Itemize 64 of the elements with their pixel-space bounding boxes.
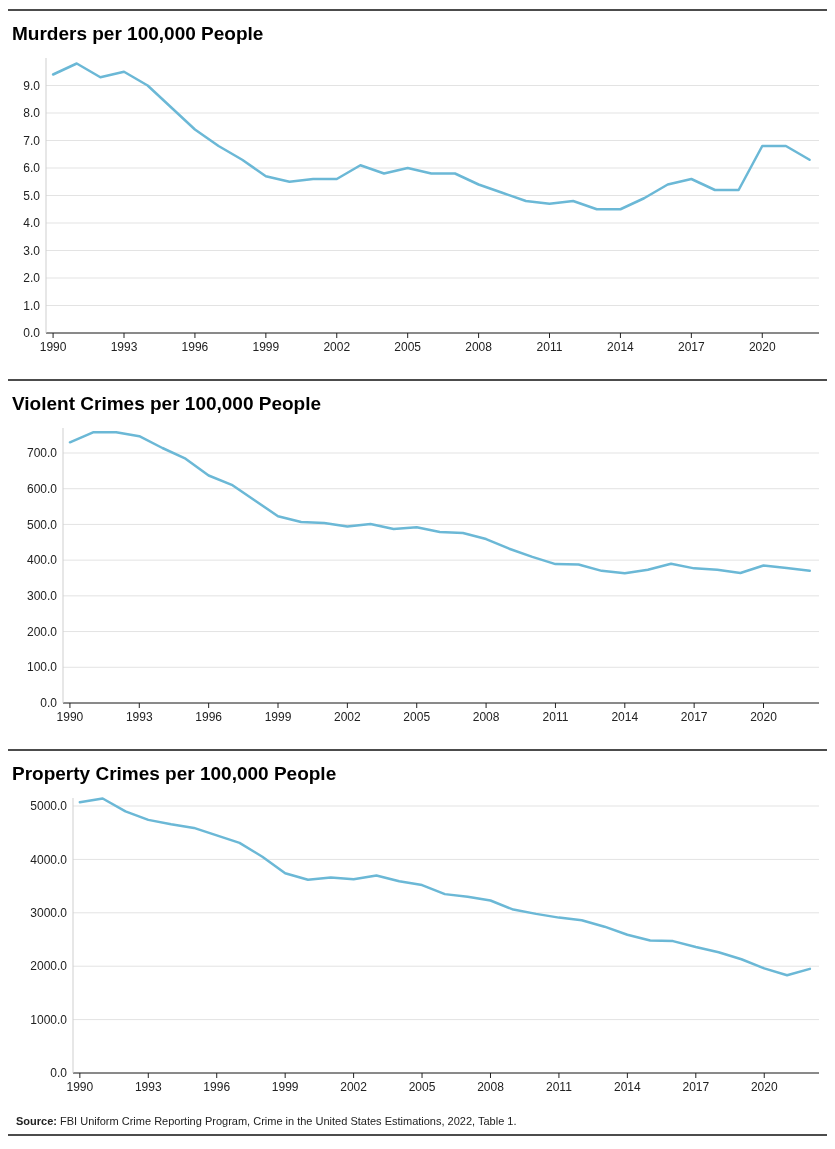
x-tick-label: 1990 [56, 710, 84, 724]
y-tick-label: 100.0 [26, 660, 58, 675]
line-series [68, 431, 811, 575]
y-tick-label: 0.0 [23, 326, 41, 341]
x-tick-label: 1999 [252, 340, 280, 354]
chart-title: Violent Crimes per 100,000 People [12, 393, 322, 414]
y-tick-label: 1000.0 [30, 1012, 68, 1027]
x-tick-label: 2002 [323, 340, 351, 354]
y-tick-label: 2.0 [23, 271, 41, 286]
x-tick-label: 1993 [134, 1080, 162, 1094]
x-tick-label: 2005 [394, 340, 422, 354]
x-tick-label: 2008 [477, 1080, 505, 1094]
x-tick-label: 1990 [39, 340, 67, 354]
x-tick-label: 2008 [465, 340, 493, 354]
y-tick-label: 4.0 [23, 216, 41, 231]
x-tick-label: 1990 [66, 1080, 94, 1094]
chart-title: Murders per 100,000 People [12, 23, 264, 44]
x-tick-label: 2011 [536, 340, 563, 354]
x-tick-label: 2008 [472, 710, 500, 724]
x-tick-label: 1993 [110, 340, 138, 354]
chart-title: Property Crimes per 100,000 People [12, 763, 337, 784]
y-tick-label: 5000.0 [30, 799, 68, 814]
source-note: Source: FBI Uniform Crime Reporting Program, Crime in the United States Estimations, 2022, Table 1. [16, 1115, 517, 1127]
y-tick-label: 7.0 [23, 133, 41, 148]
y-tick-label: 300.0 [26, 589, 58, 604]
x-tick-label: 2017 [680, 710, 708, 724]
y-tick-label: 600.0 [26, 481, 58, 496]
x-tick-label: 1996 [203, 1080, 231, 1094]
x-tick-label: 2020 [750, 710, 778, 724]
y-tick-label: 200.0 [26, 624, 58, 639]
y-tick-label: 3000.0 [30, 906, 68, 921]
y-tick-label: 8.0 [23, 106, 41, 121]
y-tick-label: 1.0 [23, 298, 41, 313]
x-tick-label: 2014 [614, 1080, 642, 1094]
y-tick-label: 400.0 [26, 553, 58, 568]
x-tick-label: 2014 [607, 340, 635, 354]
x-tick-label: 2020 [748, 340, 776, 354]
x-tick-label: 1993 [125, 710, 153, 724]
x-tick-label: 2011 [542, 710, 569, 724]
y-tick-label: 3.0 [23, 243, 41, 258]
line-series [78, 797, 812, 977]
x-tick-label: 1999 [264, 710, 292, 724]
y-tick-label: 9.0 [23, 78, 41, 93]
x-tick-label: 2005 [408, 1080, 436, 1094]
x-tick-label: 2017 [678, 340, 706, 354]
y-tick-label: 2000.0 [30, 959, 68, 974]
x-tick-label: 1996 [195, 710, 223, 724]
y-tick-label: 0.0 [50, 1066, 68, 1081]
y-tick-label: 500.0 [26, 517, 58, 532]
y-tick-label: 0.0 [40, 696, 58, 711]
x-tick-label: 2005 [403, 710, 431, 724]
x-tick-label: 1996 [181, 340, 209, 354]
y-tick-label: 4000.0 [30, 852, 68, 867]
x-tick-label: 2020 [750, 1080, 778, 1094]
x-tick-label: 2017 [682, 1080, 710, 1094]
x-tick-label: 2002 [340, 1080, 368, 1094]
x-tick-label: 2014 [611, 710, 639, 724]
line-series [51, 62, 811, 211]
y-tick-label: 700.0 [26, 446, 58, 461]
x-tick-label: 1999 [271, 1080, 299, 1094]
y-tick-label: 6.0 [23, 161, 41, 176]
x-tick-label: 2002 [334, 710, 362, 724]
x-tick-label: 2011 [546, 1080, 573, 1094]
y-tick-label: 5.0 [23, 188, 41, 203]
